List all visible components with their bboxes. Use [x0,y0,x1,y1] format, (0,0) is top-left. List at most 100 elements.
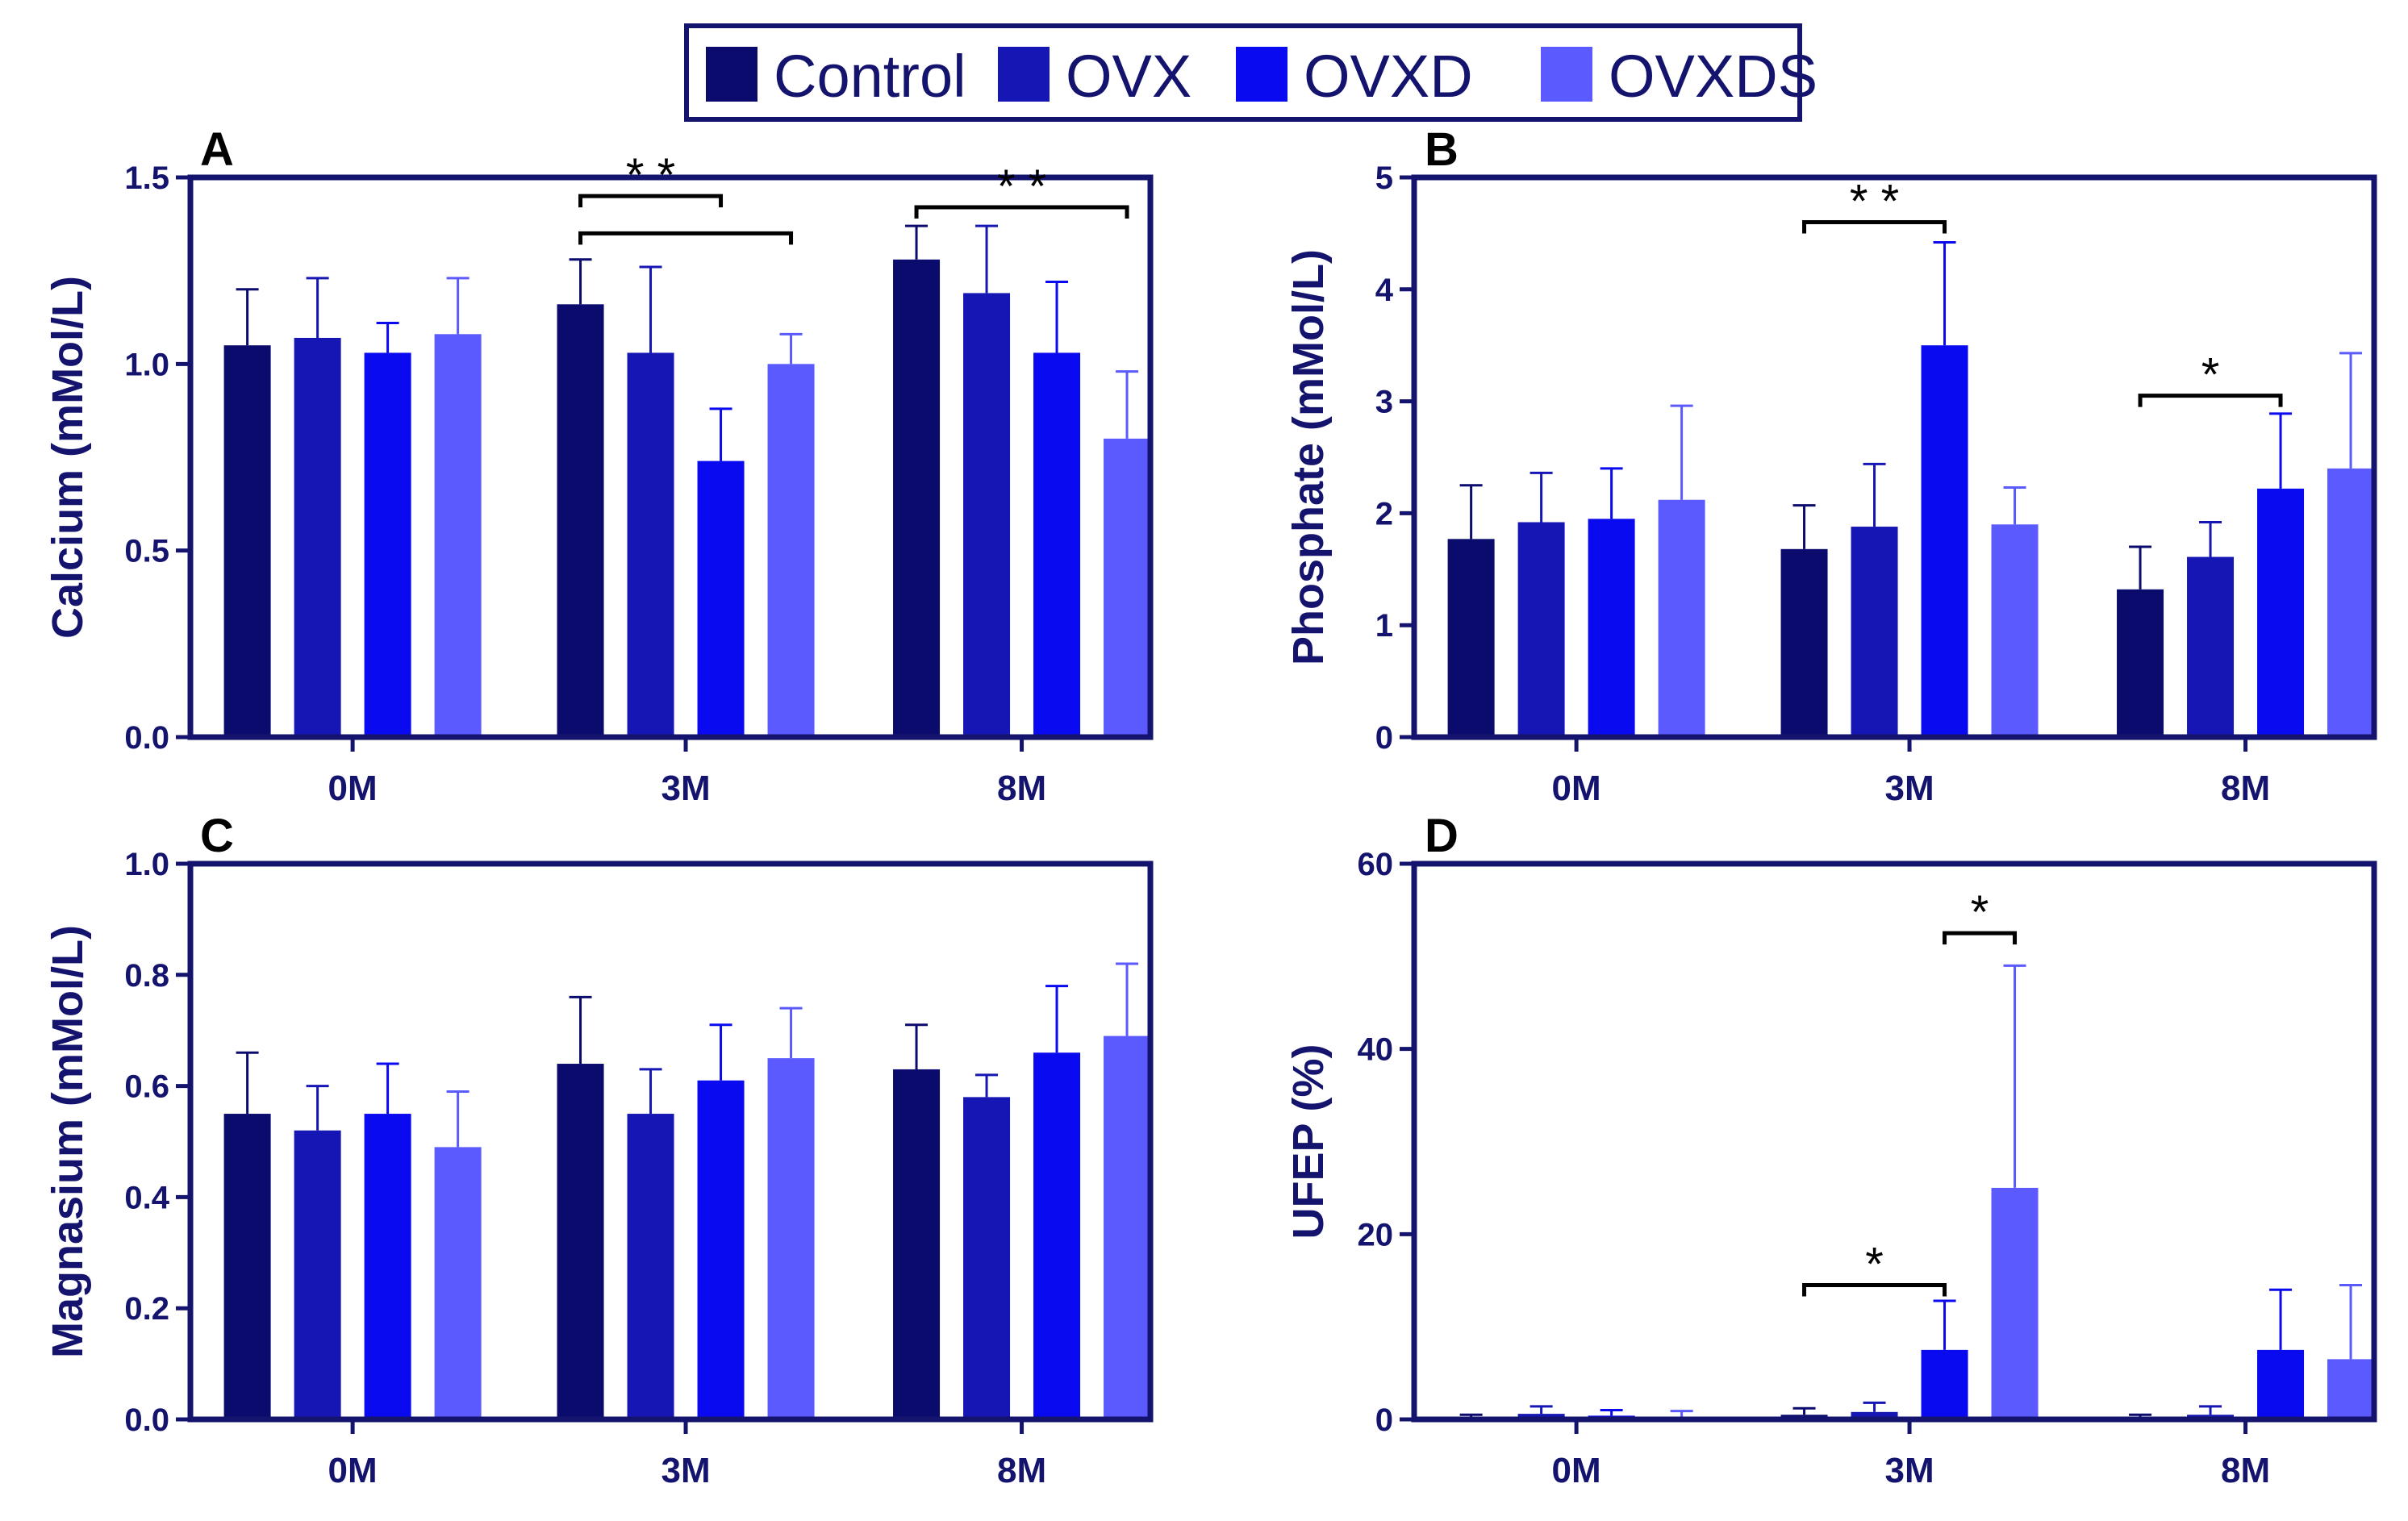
bar-ovx-8m [2187,556,2235,737]
x-tick-label: 8M [997,1451,1046,1490]
bar-control-0m [223,345,271,737]
bar-control-8m [893,259,941,738]
bar-ovxds-3m [767,364,815,737]
bar-ovx-0m [294,1130,341,1419]
y-tick-label: 1.0 [124,847,169,882]
y-axis-label: Phosphate (mMol/L) [1284,249,1333,665]
panel-letter: C [200,810,234,862]
bar-ovxd-3m [1921,345,1968,737]
y-tick-label: 3 [1375,385,1393,420]
bar-control-3m [557,1064,604,1419]
bar-ovxds-8m [1104,1036,1151,1419]
panel-letter: D [1425,810,1459,862]
x-tick-label: 3M [661,769,710,808]
bar-ovxds-8m [2327,1359,2375,1419]
significance-label: * [2201,349,2220,402]
significance-label: * [1865,1238,1884,1290]
legend-swatch-ovx [998,47,1050,102]
x-tick-label: 0M [328,1451,378,1490]
significance-label: * * [997,160,1046,213]
x-tick-label: 8M [997,769,1046,808]
x-tick-label: 3M [661,1451,710,1490]
panel-letter: B [1425,123,1459,176]
significance-bracket [2138,394,2283,407]
x-tick-label: 8M [2221,1451,2270,1490]
significance-label: * * [626,149,675,202]
bar-ovxd-8m [1033,1052,1081,1419]
bar-control-3m [557,304,604,738]
x-tick-label: 8M [2221,769,2270,808]
bar-ovxds-0m [434,334,482,737]
bar-ovxd-0m [364,1114,411,1419]
y-tick-label: 1 [1375,608,1393,644]
significance-bracket [1802,220,1947,234]
y-tick-label: 60 [1358,847,1394,882]
bar-ovxds-8m [2327,468,2375,737]
y-tick-label: 1.0 [124,347,169,382]
y-tick-label: 0.0 [124,720,169,756]
plot-frame [1411,174,2377,740]
panel-c: C 0.0 0.2 0.4 0.6 0.8 1.0 0M 3M 8M Magnasium (mMol… [44,810,1154,1490]
y-axis-label: Calcium (mMol/L) [44,276,92,639]
y-tick-label: 2 [1375,496,1393,531]
bar-control-8m [893,1069,941,1419]
legend-swatch-ovxds [1541,47,1592,102]
legend-label-ovxds: OVXDS [1609,43,1817,110]
significance-bracket [578,231,794,245]
plot-frame [1411,861,2377,1423]
y-tick-label: 0.5 [124,534,169,569]
y-tick-label: 5 [1375,160,1393,196]
bar-control-0m [1447,539,1495,737]
significance-bracket [1943,931,2018,945]
bar-control-3m [1780,548,1828,737]
bar-ovx-0m [294,337,341,737]
bar-ovxd-0m [364,352,411,737]
bar-ovxd-0m [1588,519,1635,737]
x-tick-label: 0M [1552,769,1601,808]
significance-label: * [1971,886,1989,939]
x-tick-label: 3M [1884,1451,1934,1490]
bar-ovx-3m [1851,1411,1898,1419]
bar-ovx-0m [1517,522,1565,737]
significance-label: * * [1850,176,1899,228]
bar-ovxds-0m [434,1147,482,1419]
y-tick-label: 0 [1375,720,1393,756]
bar-ovxd-3m [1921,1349,1968,1419]
significance-bracket [1802,1282,1947,1297]
bar-ovx-8m [963,1097,1011,1419]
x-tick-label: 0M [328,769,378,808]
y-tick-label: 1.5 [124,160,169,196]
bar-ovx-3m [627,352,674,737]
panel-a: A 0.0 0.5 1.0 1.5 0M 3M 8M Calcium (mMol/L) * * * … [44,123,1154,808]
legend-swatch-control [706,47,757,102]
y-tick-label: 20 [1358,1217,1394,1252]
bar-ovxds-0m [1658,499,1705,737]
significance-bracket [914,205,1129,219]
bar-ovxd-8m [2257,488,2305,737]
bar-ovx-8m [963,293,1011,738]
y-tick-label: 4 [1375,273,1394,308]
panel-b: B 0 1 2 3 4 5 0M 3M 8M Phosphate (mMol/L) * * * [1284,123,2377,808]
bar-ovxd-8m [2257,1349,2305,1419]
bar-ovxd-3m [697,1080,745,1419]
legend: Control OVX OVXD OVXDS [684,23,1817,122]
bar-ovx-3m [1851,527,1898,737]
bar-ovxds-3m [767,1058,815,1419]
legend-frame [684,23,1802,122]
bar-ovxds-3m [1991,1187,2039,1419]
bar-ovxds-3m [1991,524,2039,737]
y-axis-label: UFEP (%) [1284,1044,1333,1239]
legend-label-control: Control [774,43,966,110]
legend-label-ovxd: OVXD [1304,43,1473,110]
y-tick-label: 0.4 [124,1180,169,1215]
x-tick-label: 3M [1884,769,1934,808]
significance-bracket [578,194,724,208]
bar-control-0m [223,1114,271,1419]
y-tick-label: 0.6 [124,1069,169,1105]
plot-frame [187,174,1154,740]
x-tick-label: 0M [1552,1451,1601,1490]
bar-ovxd-3m [697,460,745,737]
legend-swatch-ovxd [1236,47,1287,102]
y-tick-label: 40 [1358,1032,1394,1068]
y-tick-label: 0 [1375,1402,1393,1438]
